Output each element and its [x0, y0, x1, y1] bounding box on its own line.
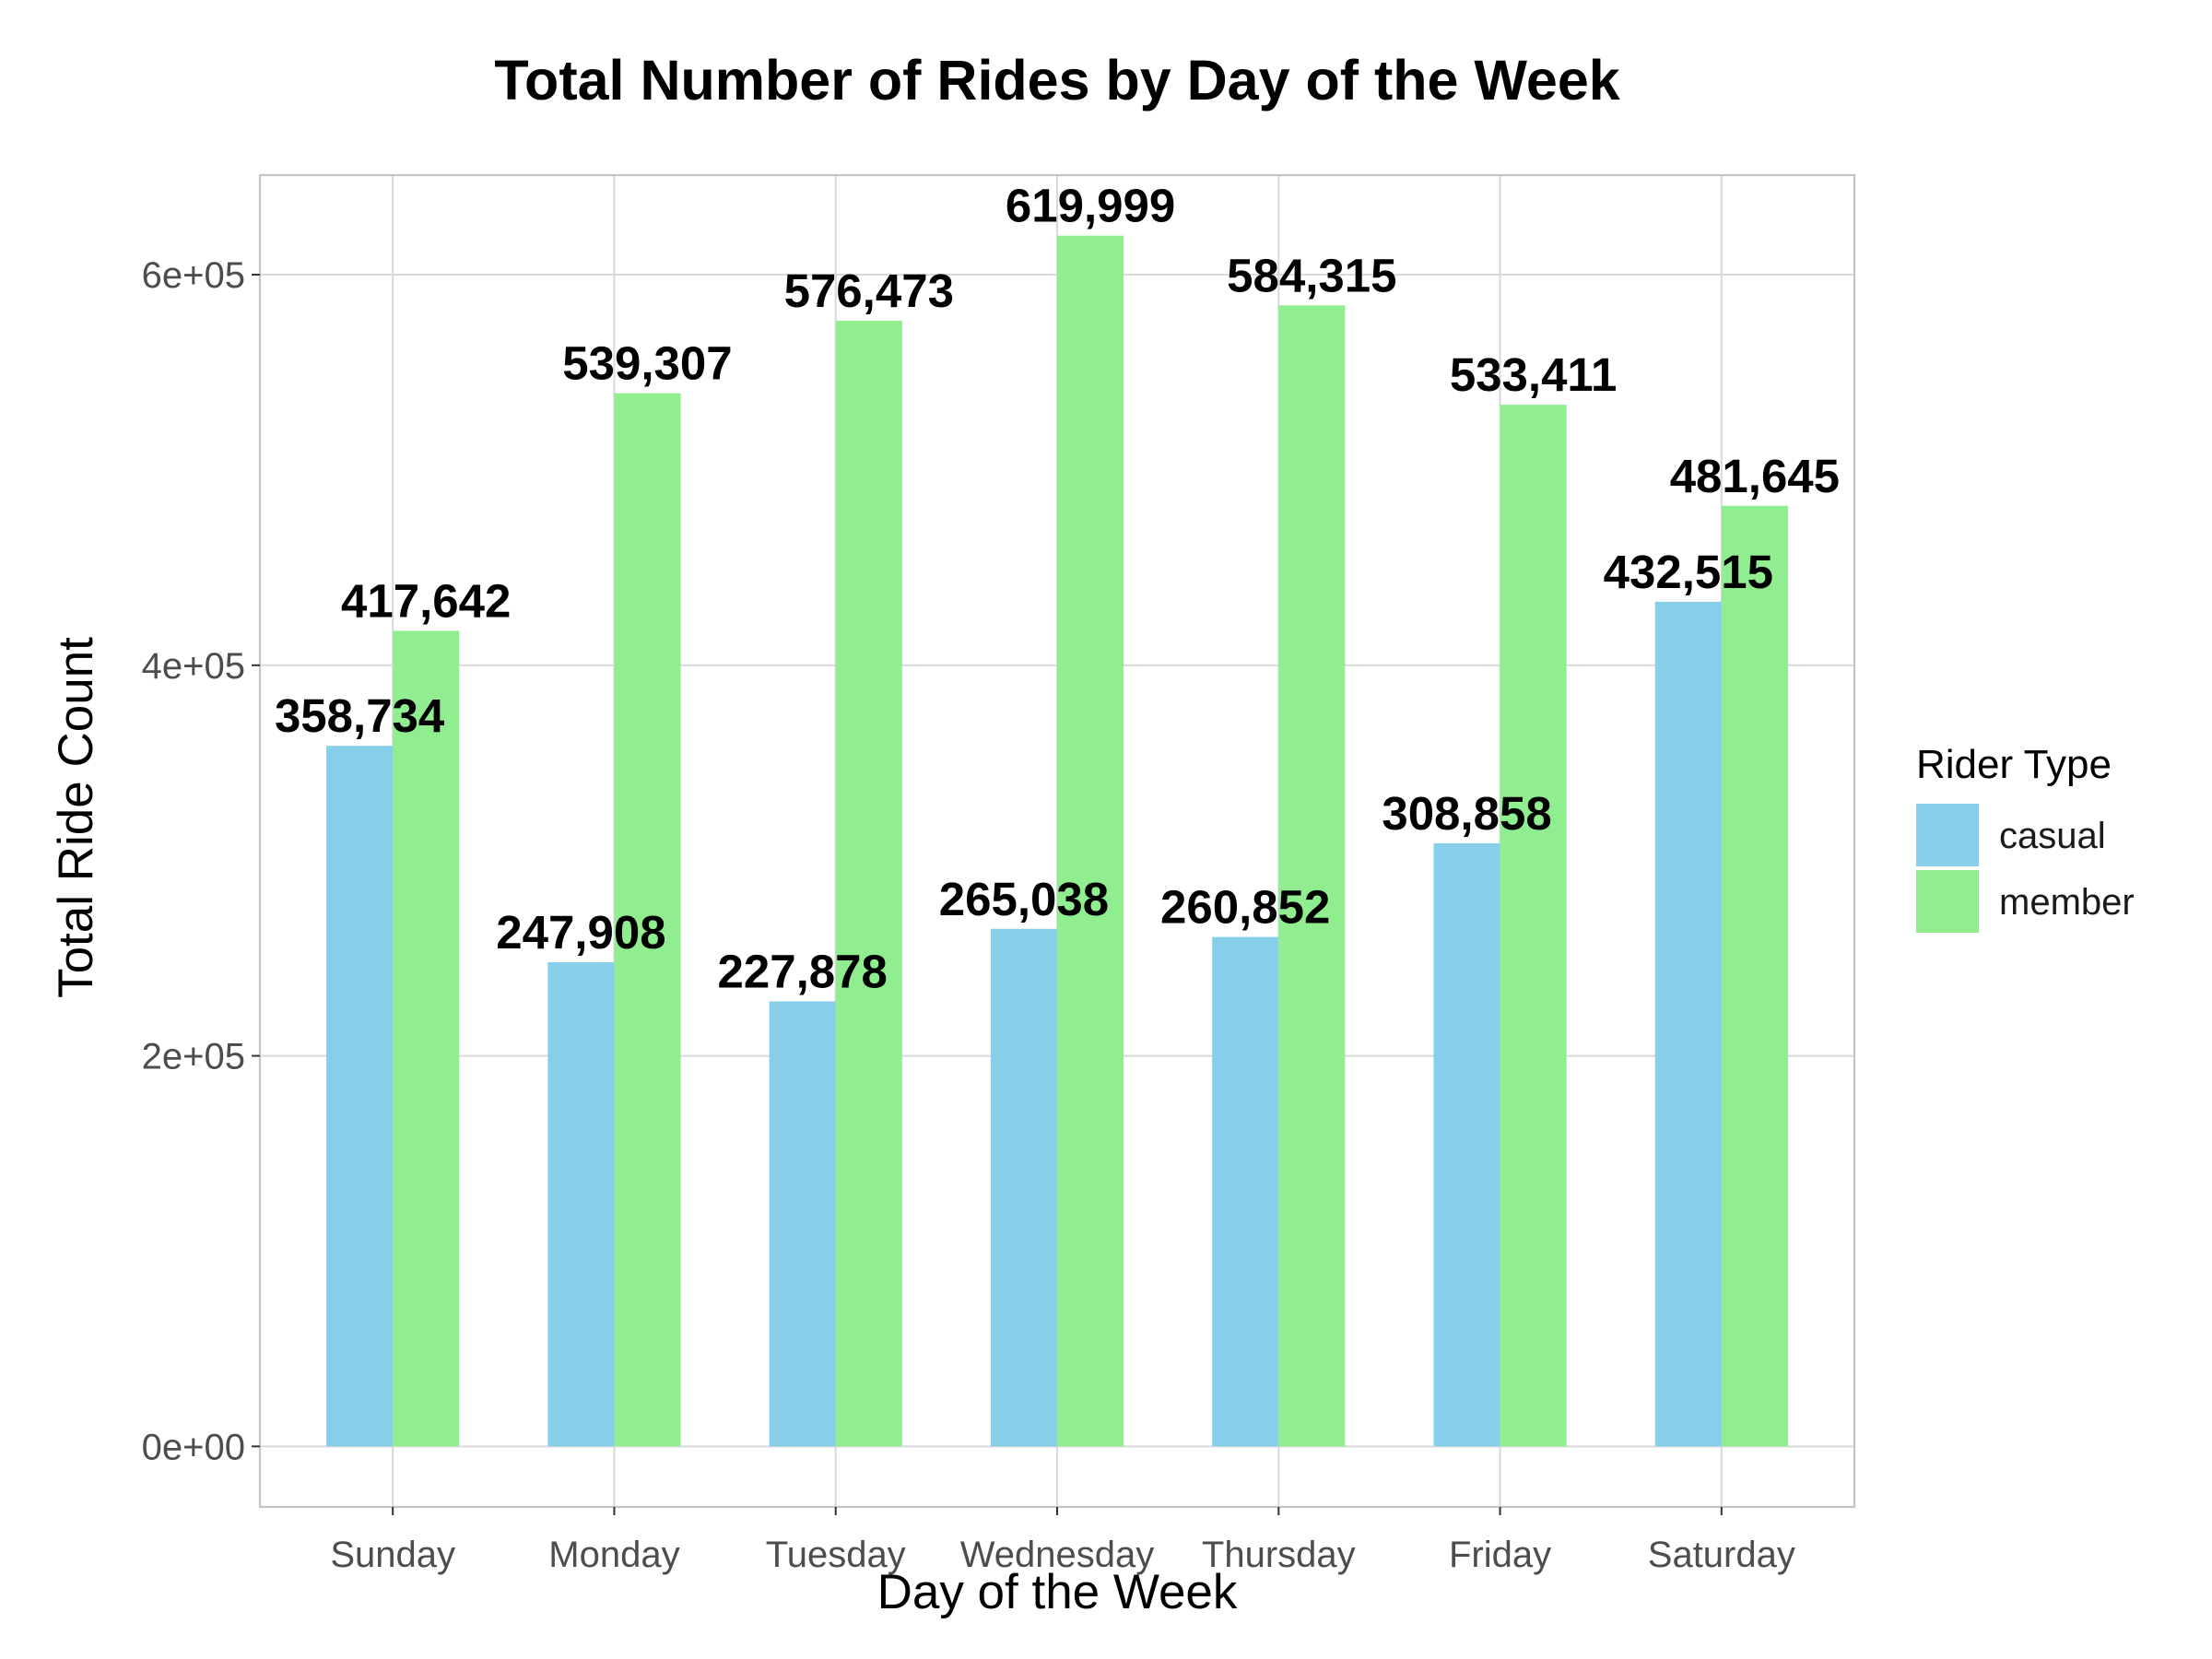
legend-items: casual member: [1916, 804, 2135, 933]
x-axis-title: Day of the Week: [877, 1565, 1238, 1619]
legend: Rider Type casual member: [1916, 742, 2135, 933]
bars: [326, 235, 1788, 1447]
data-label-casual-tuesday: 227,878: [718, 945, 888, 997]
data-label-casual-wednesday: 265,038: [939, 873, 1109, 925]
bar-casual-wednesday: [990, 928, 1057, 1447]
legend-label-member: member: [1999, 882, 2135, 923]
bar-casual-friday: [1433, 842, 1500, 1447]
data-label-casual-sunday: 358,734: [275, 689, 445, 742]
bar-member-sunday: [393, 630, 460, 1447]
bar-member-monday: [614, 393, 681, 1447]
x-tick-label: Saturday: [1648, 1535, 1795, 1575]
data-label-casual-thursday: 260,852: [1160, 881, 1330, 934]
chart-title: Total Number of Rides by Day of the Week: [494, 49, 1619, 112]
bar-member-friday: [1500, 405, 1567, 1447]
data-label-member-friday: 533,411: [1450, 348, 1618, 401]
y-axis: 0e+00 2e+05 4e+05 6e+05: [142, 255, 260, 1467]
data-label-member-tuesday: 576,473: [784, 265, 954, 317]
y-axis-title: Total Ride Count: [49, 637, 103, 998]
legend-key-member: [1916, 870, 1979, 933]
data-label-casual-monday: 247,908: [496, 906, 665, 959]
bar-member-saturday: [1721, 505, 1788, 1447]
bar-casual-sunday: [326, 746, 394, 1447]
y-tick-label: 6e+05: [142, 255, 245, 296]
x-tick-label: Thursday: [1202, 1535, 1356, 1575]
bar-casual-saturday: [1654, 601, 1722, 1447]
bar-member-wednesday: [1057, 235, 1124, 1447]
data-label-casual-friday: 308,858: [1382, 787, 1551, 840]
y-tick-label: 2e+05: [142, 1037, 245, 1077]
data-label-member-sunday: 417,642: [341, 574, 511, 627]
data-label-member-thursday: 584,315: [1227, 249, 1396, 301]
data-label-casual-saturday: 432,515: [1604, 546, 1773, 598]
bar-member-tuesday: [835, 320, 902, 1447]
bar-member-thursday: [1278, 305, 1346, 1447]
x-tick-label: Sunday: [330, 1535, 455, 1575]
bar-casual-tuesday: [769, 1001, 836, 1447]
bar-casual-thursday: [1212, 936, 1279, 1447]
x-tick-label: Monday: [548, 1535, 679, 1575]
x-tick-label: Tuesday: [766, 1535, 906, 1575]
x-axis: Sunday Monday Tuesday Wednesday Thursday Frid…: [330, 1507, 1795, 1575]
data-label-member-monday: 539,307: [562, 337, 732, 390]
y-tick-label: 0e+00: [142, 1427, 245, 1467]
legend-key-casual: [1916, 804, 1979, 866]
data-label-member-saturday: 481,645: [1670, 450, 1840, 502]
y-tick-label: 4e+05: [142, 646, 245, 687]
legend-title: Rider Type: [1916, 742, 2112, 787]
x-tick-label: Friday: [1449, 1535, 1551, 1575]
bar-labels: 358,734 247,908 227,878 265,038 260,852 308,8…: [275, 180, 1840, 998]
bar-casual-monday: [547, 962, 615, 1447]
x-tick-label: Wednesday: [960, 1535, 1155, 1575]
legend-label-casual: casual: [1999, 816, 2106, 856]
data-label-member-wednesday: 619,999: [1006, 180, 1175, 232]
